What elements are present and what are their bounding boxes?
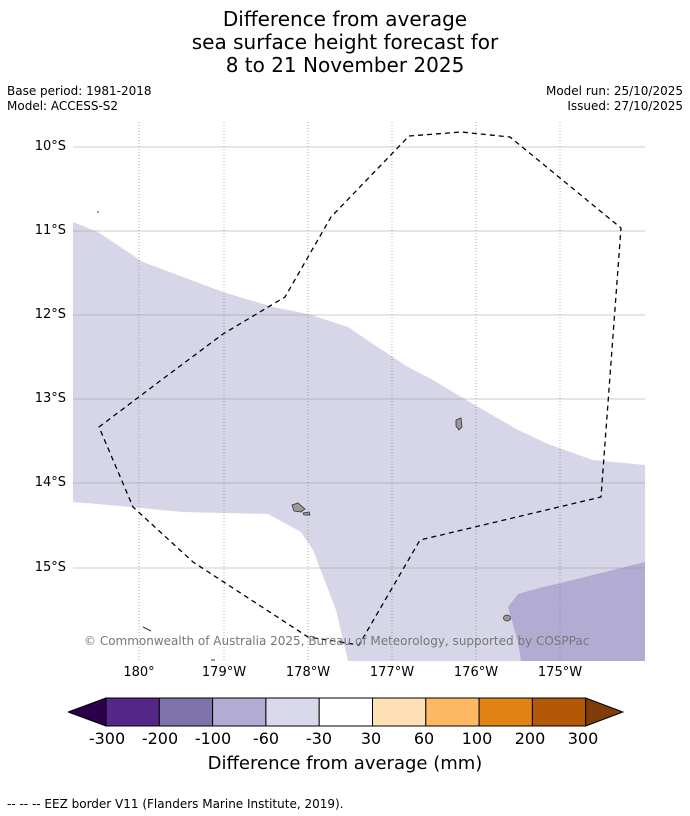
island-3	[302, 511, 311, 516]
island-1	[455, 417, 463, 431]
eez-border	[98, 131, 622, 646]
colorbar-extend-high	[585, 697, 624, 727]
cbar-tick-5: 30	[360, 729, 382, 748]
cbar-tick-4: -30	[305, 729, 333, 748]
meta-right: Model run: 25/10/2025 Issued: 27/10/2025	[546, 84, 683, 114]
island-5	[142, 626, 152, 632]
lat-label-15s: 15°S	[34, 560, 66, 575]
lon-label-175w: 175°W	[537, 665, 583, 680]
colorbar-bin-9	[531, 697, 587, 727]
chart-title: Difference from average sea surface heig…	[0, 8, 690, 77]
island-4	[503, 614, 511, 622]
colorbar-bin-5	[318, 697, 373, 727]
colorbar-bin-2	[158, 697, 214, 727]
cbar-tick-0: -300	[88, 729, 126, 748]
anomaly-region-light	[73, 222, 645, 661]
lon-label-177w: 177°W	[369, 665, 415, 680]
meta-left: Base period: 1981-2018 Model: ACCESS-S2	[7, 84, 152, 114]
lat-label-10s: 10°S	[34, 139, 66, 154]
copyright-text: © Commonwealth of Australia 2025, Bureau…	[84, 634, 589, 648]
colorbar-title: Difference from average (mm)	[207, 753, 483, 774]
lon-label-179w: 179°W	[201, 665, 247, 680]
colorbar-bin-1	[105, 697, 160, 727]
cbar-tick-1: -200	[141, 729, 179, 748]
cbar-tick-2: -100	[194, 729, 232, 748]
lat-label-13s: 13°S	[34, 391, 66, 406]
lon-label-176w: 176°W	[453, 665, 499, 680]
lon-label-180: 180°	[123, 665, 155, 680]
colorbar	[68, 697, 624, 727]
cbar-tick-9: 300	[567, 729, 599, 748]
colorbar-bin-6	[372, 697, 427, 727]
anomaly-region-mid	[508, 562, 645, 661]
colorbar-bin-8	[478, 697, 533, 727]
cbar-tick-8: 200	[514, 729, 546, 748]
lat-grid	[73, 146, 645, 569]
eez-footnote: -- -- -- EEZ border V11 (Flanders Marine…	[7, 797, 344, 811]
colorbar-bin-7	[425, 697, 480, 727]
island-6	[97, 211, 99, 213]
base-period: Base period: 1981-2018	[7, 84, 152, 98]
lon-label-178w: 178°W	[285, 665, 331, 680]
model-run: Model run: 25/10/2025	[545, 84, 683, 98]
issued-date: Issued: 27/10/2025	[567, 99, 683, 113]
cbar-tick-3: -60	[252, 729, 280, 748]
cbar-tick-7: 100	[461, 729, 493, 748]
title-line-2: sea surface height forecast for	[191, 30, 499, 54]
colorbar-bin-3	[212, 697, 267, 727]
model-name: Model: ACCESS-S2	[7, 99, 119, 113]
lat-label-11s: 11°S	[34, 223, 66, 238]
lat-label-14s: 14°S	[34, 475, 66, 490]
cbar-tick-6: 60	[413, 729, 435, 748]
colorbar-extend-low	[68, 697, 107, 727]
title-line-1: Difference from average	[222, 7, 468, 31]
lat-label-12s: 12°S	[34, 307, 66, 322]
colorbar-bin-4	[265, 697, 320, 727]
island-2	[291, 502, 306, 513]
title-line-3: 8 to 21 November 2025	[225, 53, 465, 77]
map-panel: © Commonwealth of Australia 2025, Bureau…	[73, 122, 645, 661]
